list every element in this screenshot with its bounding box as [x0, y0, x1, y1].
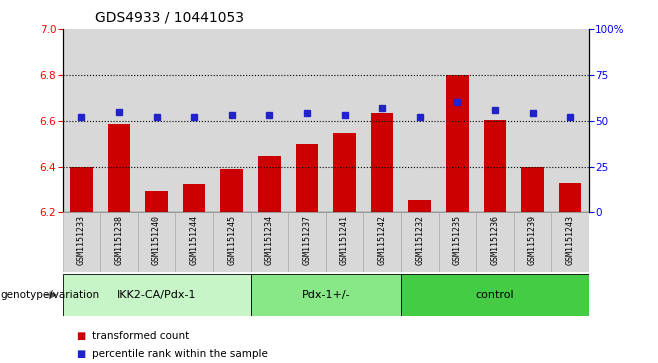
Bar — [484, 119, 506, 212]
Text: GSM1151235: GSM1151235 — [453, 215, 462, 265]
Text: GSM1151245: GSM1151245 — [227, 215, 236, 265]
Bar — [258, 156, 280, 212]
Text: GSM1151243: GSM1151243 — [566, 215, 574, 265]
Bar — [363, 212, 401, 272]
Text: GSM1151242: GSM1151242 — [378, 215, 387, 265]
Text: GSM1151236: GSM1151236 — [490, 215, 499, 265]
Bar — [438, 212, 476, 272]
Text: ■: ■ — [76, 331, 85, 341]
Text: control: control — [476, 290, 514, 300]
Bar — [70, 167, 93, 212]
Bar — [213, 212, 251, 272]
Text: Pdx-1+/-: Pdx-1+/- — [301, 290, 350, 300]
Bar — [409, 200, 431, 212]
Bar — [175, 212, 213, 272]
Bar — [514, 212, 551, 272]
Text: GSM1151233: GSM1151233 — [77, 215, 86, 265]
Text: percentile rank within the sample: percentile rank within the sample — [92, 349, 268, 359]
Bar — [183, 184, 205, 212]
Bar — [138, 212, 175, 272]
Text: GSM1151240: GSM1151240 — [152, 215, 161, 265]
Text: ■: ■ — [76, 349, 85, 359]
Bar — [371, 113, 393, 212]
Bar — [63, 274, 251, 316]
Bar — [295, 144, 318, 212]
Text: GSM1151244: GSM1151244 — [190, 215, 199, 265]
Text: GSM1151239: GSM1151239 — [528, 215, 537, 265]
Bar — [251, 212, 288, 272]
Bar — [401, 212, 438, 272]
Bar — [401, 274, 589, 316]
Text: GSM1151238: GSM1151238 — [114, 215, 124, 265]
Bar — [446, 75, 468, 212]
Bar — [333, 133, 356, 212]
Text: GSM1151237: GSM1151237 — [303, 215, 311, 265]
Text: IKK2-CA/Pdx-1: IKK2-CA/Pdx-1 — [116, 290, 196, 300]
Bar — [145, 191, 168, 212]
Bar — [288, 212, 326, 272]
Text: GSM1151232: GSM1151232 — [415, 215, 424, 265]
Bar — [551, 212, 589, 272]
Bar — [476, 212, 514, 272]
Bar — [220, 169, 243, 212]
Text: GSM1151241: GSM1151241 — [340, 215, 349, 265]
Bar — [326, 212, 363, 272]
Bar — [100, 212, 138, 272]
Bar — [108, 124, 130, 212]
Text: GSM1151234: GSM1151234 — [265, 215, 274, 265]
Bar — [521, 167, 544, 212]
Text: GDS4933 / 10441053: GDS4933 / 10441053 — [95, 11, 244, 25]
Bar — [63, 212, 100, 272]
Text: transformed count: transformed count — [92, 331, 190, 341]
Bar — [251, 274, 401, 316]
Bar — [559, 183, 582, 212]
Text: genotype/variation: genotype/variation — [1, 290, 100, 300]
